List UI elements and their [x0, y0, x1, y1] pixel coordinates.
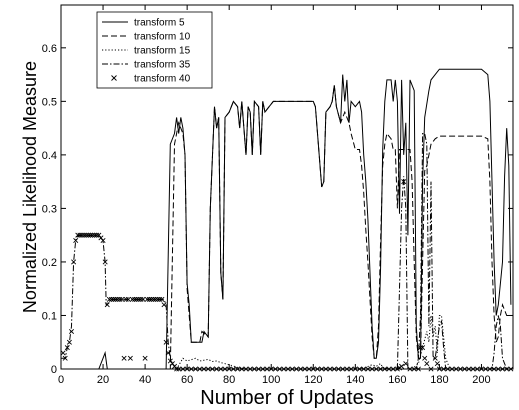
data-point-marker	[119, 296, 125, 302]
data-point-marker	[399, 363, 405, 369]
data-point-marker	[434, 361, 440, 367]
data-point-marker	[146, 296, 152, 302]
data-point-marker	[148, 296, 154, 302]
legend-label: transform 40	[134, 74, 191, 85]
legend-item-transform-10: transform 10	[102, 32, 191, 43]
legend-item-transform-5: transform 5	[102, 18, 185, 29]
x-tick-label: 20	[97, 374, 109, 386]
data-point-marker	[417, 345, 424, 351]
legend-label: transform 10	[134, 32, 191, 43]
series-transform-10	[61, 85, 511, 370]
x-tick-label: 200	[472, 374, 490, 386]
data-point-marker	[71, 259, 77, 265]
data-point-marker	[155, 296, 161, 302]
y-tick-label: 0.4	[42, 150, 57, 162]
data-point-marker	[102, 259, 108, 265]
data-point-marker	[159, 296, 165, 302]
data-point-marker	[77, 232, 83, 238]
series-transform-5	[61, 68, 512, 370]
data-point-marker	[79, 232, 85, 238]
y-tick-label: 0.5	[42, 96, 57, 108]
data-point-marker	[68, 329, 75, 335]
data-point-marker	[121, 355, 127, 361]
data-point-marker	[92, 232, 98, 238]
data-point-marker	[403, 361, 409, 367]
data-point-marker	[132, 296, 138, 302]
data-point-marker	[153, 296, 159, 302]
data-point-marker	[85, 232, 91, 238]
y-tick-label: 0.1	[42, 310, 57, 322]
y-tick-label: 0.3	[42, 203, 57, 215]
data-point-marker	[106, 296, 112, 302]
data-point-marker	[64, 345, 70, 351]
legend-label: transform 5	[134, 18, 185, 29]
x-tick-label: 120	[304, 374, 322, 386]
x-tick-label: 80	[223, 374, 235, 386]
plot-frame	[60, 4, 514, 370]
legend-item-transform-35: transform 35	[102, 60, 191, 71]
data-point-marker	[157, 296, 163, 302]
x-tick-label: 100	[262, 374, 280, 386]
data-point-marker	[144, 296, 150, 302]
data-point-marker	[142, 355, 148, 361]
data-point-marker	[129, 296, 135, 302]
y-tick-label: 0.6	[42, 43, 57, 55]
data-point-marker	[60, 350, 66, 356]
data-point-marker	[150, 296, 157, 302]
data-point-marker	[127, 355, 133, 361]
x-tick-label: 40	[139, 374, 151, 386]
x-tick-label: 0	[58, 374, 64, 386]
legend-item-transform-15: transform 15	[102, 46, 191, 57]
data-point-marker	[123, 296, 129, 302]
data-point-marker	[117, 296, 123, 302]
data-point-marker	[108, 296, 114, 302]
x-tick-label: 140	[346, 374, 364, 386]
y-tick-label: 0.2	[42, 257, 57, 269]
data-point-marker	[125, 296, 131, 302]
data-point-marker	[401, 179, 407, 185]
data-point-marker	[424, 361, 430, 367]
data-point-marker	[163, 339, 169, 345]
data-point-marker	[111, 296, 117, 302]
data-point-marker	[66, 339, 72, 345]
legend-label: transform 35	[134, 60, 191, 71]
data-point-marker	[87, 232, 93, 238]
y-tick-label: 0	[51, 364, 57, 376]
data-point-marker	[165, 350, 171, 356]
data-point-marker	[104, 302, 110, 308]
data-point-marker	[115, 296, 121, 302]
data-point-marker	[140, 296, 146, 302]
data-point-marker	[90, 232, 96, 238]
data-point-marker	[134, 296, 140, 302]
data-point-marker	[420, 345, 426, 351]
series-transform-5-line	[61, 68, 512, 370]
x-tick-label: 180	[430, 374, 448, 386]
data-point-marker	[75, 232, 81, 238]
x-axis-title: Number of Updates	[200, 387, 373, 409]
data-point-marker	[422, 355, 428, 361]
series-transform-10-line	[61, 85, 511, 370]
data-point-marker	[83, 232, 89, 238]
legend-label: transform 15	[134, 46, 191, 57]
data-point-marker	[73, 238, 79, 244]
legend-marker-icon	[111, 75, 117, 81]
x-axis: 0 20 40 60 80 100 120 140 160 180 200	[58, 5, 491, 386]
data-point-marker	[94, 232, 100, 238]
x-tick-label: 160	[388, 374, 406, 386]
legend-item-transform-40: transform 40	[111, 74, 191, 85]
data-point-marker	[432, 355, 438, 361]
data-point-marker	[161, 302, 167, 308]
y-axis: 0 0.1 0.2 0.3 0.4 0.5 0.6	[42, 43, 513, 376]
data-point-marker	[62, 355, 68, 361]
x-tick-label: 60	[181, 374, 193, 386]
y-axis-title: Normalized Likelihood Measure	[20, 61, 40, 313]
data-point-marker	[100, 238, 106, 244]
data-point-marker	[136, 296, 142, 302]
legend: transform 5 transform 10 transform 15 trans…	[96, 11, 213, 89]
data-point-marker	[138, 296, 144, 302]
data-point-marker	[81, 232, 87, 238]
data-point-marker	[113, 296, 119, 302]
